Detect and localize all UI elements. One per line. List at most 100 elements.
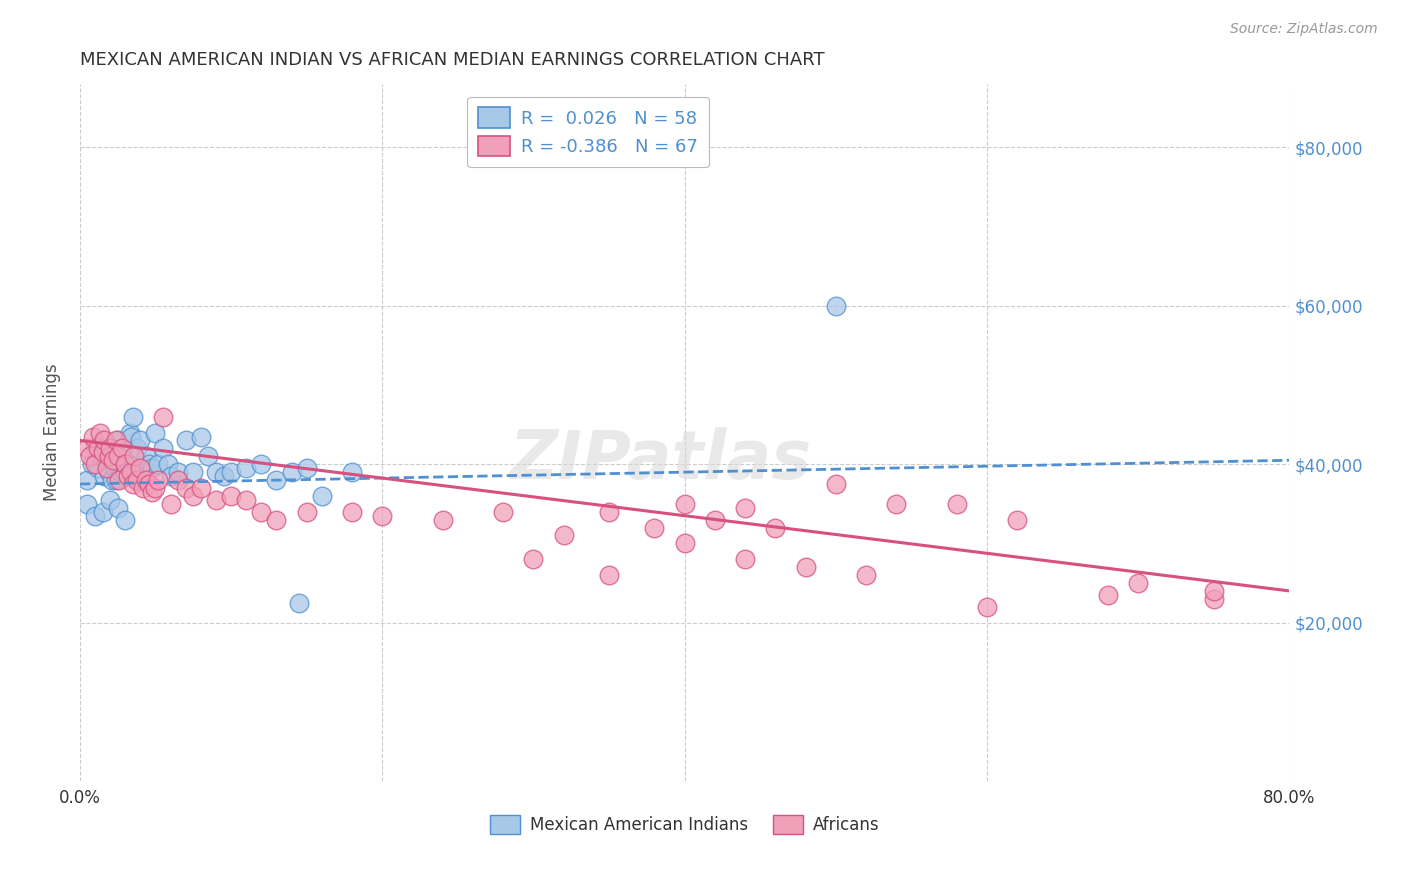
Point: [127, 473, 149, 487]
Point: [107, 434, 129, 448]
Point: [763, 520, 786, 534]
Point: [1128, 576, 1150, 591]
Point: [138, 457, 160, 471]
Point: [824, 299, 846, 313]
Point: [132, 461, 155, 475]
Point: [104, 461, 127, 475]
Text: ZIPatlas: ZIPatlas: [509, 427, 811, 493]
Point: [98, 442, 121, 456]
Point: [120, 429, 142, 443]
Point: [114, 513, 136, 527]
Point: [108, 457, 131, 471]
Point: [114, 465, 136, 479]
Point: [84, 457, 107, 471]
Point: [96, 453, 118, 467]
Point: [101, 450, 124, 464]
Text: Source: ZipAtlas.com: Source: ZipAtlas.com: [1230, 22, 1378, 37]
Point: [432, 513, 454, 527]
Point: [105, 434, 128, 448]
Point: [135, 473, 157, 487]
Point: [91, 505, 114, 519]
Point: [205, 492, 228, 507]
Point: [280, 465, 302, 479]
Point: [250, 457, 273, 471]
Point: [266, 473, 288, 487]
Point: [80, 457, 103, 471]
Point: [219, 489, 242, 503]
Point: [945, 497, 967, 511]
Point: [91, 434, 114, 448]
Point: [141, 484, 163, 499]
Point: [121, 409, 143, 424]
Point: [167, 465, 190, 479]
Legend: Mexican American Indians, Africans: Mexican American Indians, Africans: [481, 806, 887, 842]
Point: [212, 469, 235, 483]
Point: [235, 461, 257, 475]
Point: [91, 445, 114, 459]
Point: [82, 429, 104, 443]
Point: [124, 465, 146, 479]
Point: [132, 481, 155, 495]
Point: [340, 465, 363, 479]
Point: [235, 492, 257, 507]
Point: [90, 450, 112, 464]
Text: MEXICAN AMERICAN INDIAN VS AFRICAN MEDIAN EARNINGS CORRELATION CHART: MEXICAN AMERICAN INDIAN VS AFRICAN MEDIA…: [80, 51, 824, 69]
Point: [121, 477, 143, 491]
Point: [96, 461, 118, 475]
Point: [976, 599, 998, 614]
Point: [107, 450, 129, 464]
Point: [598, 568, 620, 582]
Point: [598, 505, 620, 519]
Point: [643, 520, 665, 534]
Point: [174, 481, 197, 495]
Point: [167, 473, 190, 487]
Point: [673, 536, 696, 550]
Point: [492, 505, 515, 519]
Point: [340, 505, 363, 519]
Point: [111, 445, 134, 459]
Point: [156, 457, 179, 471]
Point: [522, 552, 544, 566]
Point: [138, 477, 160, 491]
Point: [190, 481, 212, 495]
Point: [118, 425, 141, 440]
Y-axis label: Median Earnings: Median Earnings: [44, 364, 60, 501]
Point: [181, 489, 204, 503]
Point: [93, 434, 115, 448]
Point: [76, 473, 98, 487]
Point: [110, 465, 132, 479]
Point: [135, 450, 157, 464]
Point: [703, 513, 725, 527]
Point: [1202, 591, 1225, 606]
Point: [129, 461, 152, 475]
Point: [295, 461, 318, 475]
Point: [117, 457, 139, 471]
Point: [76, 442, 98, 456]
Point: [197, 450, 219, 464]
Point: [824, 477, 846, 491]
Point: [105, 473, 128, 487]
Point: [127, 442, 149, 456]
Point: [120, 465, 142, 479]
Point: [124, 450, 146, 464]
Point: [855, 568, 877, 582]
Point: [87, 442, 110, 456]
Point: [100, 473, 122, 487]
Point: [141, 461, 163, 475]
Point: [79, 450, 101, 464]
Point: [114, 457, 136, 471]
Point: [129, 434, 152, 448]
Point: [148, 457, 170, 471]
Point: [673, 497, 696, 511]
Point: [884, 497, 907, 511]
Point: [111, 442, 134, 456]
Point: [553, 528, 575, 542]
Point: [101, 453, 124, 467]
Point: [734, 500, 756, 515]
Point: [84, 508, 107, 523]
Point: [98, 492, 121, 507]
Point: [1202, 583, 1225, 598]
Point: [266, 513, 288, 527]
Point: [145, 481, 167, 495]
Point: [87, 461, 110, 475]
